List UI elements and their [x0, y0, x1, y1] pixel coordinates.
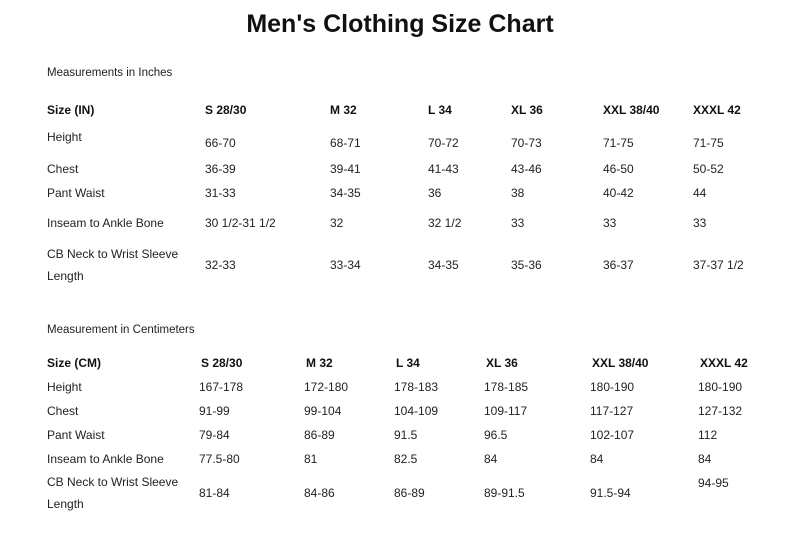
- table-cell: 31-33: [205, 186, 236, 200]
- table-cell: 32 1/2: [428, 216, 462, 230]
- table-cell: 178-185: [484, 380, 529, 394]
- column-header: XXXL 42: [693, 103, 741, 117]
- column-header: Size (CM): [47, 356, 101, 370]
- table-cell: 36-37: [603, 258, 634, 272]
- centimeters-section-label: Measurement in Centimeters: [47, 324, 195, 336]
- row-label: Height: [47, 380, 82, 394]
- row-label: Height: [47, 130, 82, 144]
- table-cell: 81: [304, 452, 318, 466]
- table-cell: 38: [511, 186, 525, 200]
- table-cell: 102-107: [590, 428, 635, 442]
- column-header: XXL 38/40: [592, 356, 649, 370]
- column-header: XXL 38/40: [603, 103, 660, 117]
- table-cell: 91-99: [199, 404, 230, 418]
- table-cell: 32-33: [205, 258, 236, 272]
- table-cell: 44: [693, 186, 707, 200]
- table-cell: 104-109: [394, 404, 439, 418]
- table-cell: 84: [484, 452, 498, 466]
- table-cell: 36: [428, 186, 442, 200]
- table-cell: 91.5-94: [590, 486, 631, 500]
- table-cell: 46-50: [603, 162, 634, 176]
- row-label: Pant Waist: [47, 186, 105, 200]
- table-cell: 33-34: [330, 258, 361, 272]
- column-header: XXXL 42: [700, 356, 748, 370]
- table-cell: 84: [698, 452, 712, 466]
- row-label: Chest: [47, 404, 79, 418]
- table-cell: 68-71: [330, 136, 361, 150]
- table-cell: 34-35: [330, 186, 361, 200]
- table-cell: 172-180: [304, 380, 349, 394]
- row-label: CB Neck to Wrist Sleeve Length: [47, 475, 179, 511]
- table-cell: 77.5-80: [199, 452, 240, 466]
- row-label: Inseam to Ankle Bone: [47, 216, 164, 230]
- table-cell: 91.5: [394, 428, 418, 442]
- column-header: S 28/30: [201, 356, 243, 370]
- page-title: Men's Clothing Size Chart: [246, 10, 554, 38]
- table-cell: 32: [330, 216, 344, 230]
- table-cell: 40-42: [603, 186, 634, 200]
- table-cell: 89-91.5: [484, 486, 525, 500]
- table-cell: 167-178: [199, 380, 244, 394]
- row-label: Pant Waist: [47, 428, 105, 442]
- row-label: CB Neck to Wrist Sleeve Length: [47, 247, 179, 283]
- table-cell: 39-41: [330, 162, 361, 176]
- table-cell: 36-39: [205, 162, 236, 176]
- table-cell: 34-35: [428, 258, 459, 272]
- table-cell: 84: [590, 452, 604, 466]
- table-cell: 33: [511, 216, 525, 230]
- table-cell: 82.5: [394, 452, 418, 466]
- table-cell: 81-84: [199, 486, 230, 500]
- table-cell: 86-89: [394, 486, 425, 500]
- table-cell: 70-72: [428, 136, 459, 150]
- table-cell: 35-36: [511, 258, 542, 272]
- table-cell: 117-127: [590, 404, 634, 418]
- table-cell: 70-73: [511, 136, 542, 150]
- row-label: Chest: [47, 162, 79, 176]
- table-cell: 33: [603, 216, 617, 230]
- table-cell: 33: [693, 216, 707, 230]
- column-header: Size (IN): [47, 103, 95, 117]
- table-cell: 41-43: [428, 162, 459, 176]
- table-cell: 66-70: [205, 136, 236, 150]
- table-cell: 79-84: [199, 428, 230, 442]
- table-cell: 37-37 1/2: [693, 258, 744, 272]
- inches-section-label: Measurements in Inches: [47, 67, 173, 79]
- column-header: XL 36: [486, 356, 518, 370]
- column-header: L 34: [396, 356, 420, 370]
- table-cell: 112: [698, 428, 718, 442]
- row-label: Inseam to Ankle Bone: [47, 452, 164, 466]
- table-cell: 180-190: [590, 380, 635, 394]
- table-cell: 30 1/2-31 1/2: [205, 216, 276, 230]
- table-cell: 96.5: [484, 428, 508, 442]
- column-header: XL 36: [511, 103, 543, 117]
- column-header: M 32: [306, 356, 333, 370]
- table-cell: 99-104: [304, 404, 342, 418]
- table-cell: 84-86: [304, 486, 335, 500]
- table-cell: 109-117: [484, 404, 528, 418]
- column-header: L 34: [428, 103, 452, 117]
- table-cell: 178-183: [394, 380, 439, 394]
- column-header: S 28/30: [205, 103, 247, 117]
- table-cell: 71-75: [693, 136, 724, 150]
- table-cell: 94-95: [698, 476, 729, 490]
- table-cell: 50-52: [693, 162, 724, 176]
- table-cell: 180-190: [698, 380, 743, 394]
- column-header: M 32: [330, 103, 357, 117]
- table-cell: 43-46: [511, 162, 542, 176]
- table-cell: 86-89: [304, 428, 335, 442]
- table-cell: 127-132: [698, 404, 743, 418]
- table-cell: 71-75: [603, 136, 634, 150]
